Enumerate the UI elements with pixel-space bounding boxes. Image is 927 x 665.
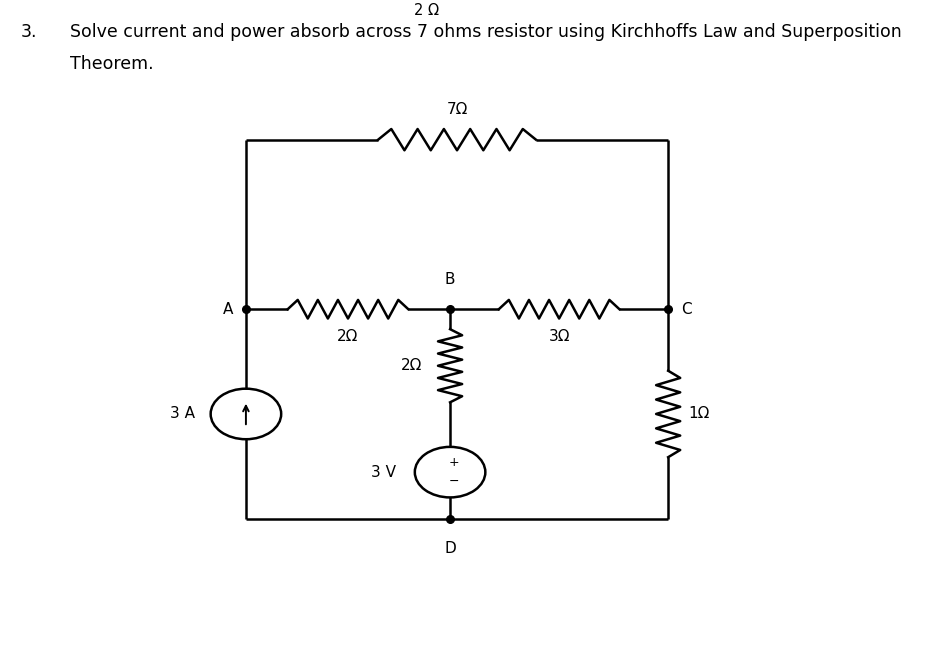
- Text: 3Ω: 3Ω: [548, 329, 569, 344]
- Text: D: D: [444, 541, 455, 556]
- Text: 1Ω: 1Ω: [688, 406, 709, 422]
- Text: Solve current and power absorb across 7 ohms resistor using Kirchhoffs Law and S: Solve current and power absorb across 7 …: [70, 23, 900, 41]
- Text: 3 V: 3 V: [371, 465, 396, 479]
- Text: C: C: [680, 302, 691, 317]
- Text: 7Ω: 7Ω: [446, 102, 467, 117]
- Text: −: −: [448, 475, 459, 488]
- Text: 3 A: 3 A: [170, 406, 195, 422]
- Text: +: +: [448, 456, 459, 469]
- Text: A: A: [222, 302, 233, 317]
- Text: 3.: 3.: [20, 23, 37, 41]
- Text: B: B: [444, 272, 455, 287]
- Text: Theorem.: Theorem.: [70, 55, 153, 72]
- Text: 2Ω: 2Ω: [337, 329, 359, 344]
- Text: 2Ω: 2Ω: [400, 358, 422, 373]
- Text: 2 Ω: 2 Ω: [414, 3, 438, 19]
